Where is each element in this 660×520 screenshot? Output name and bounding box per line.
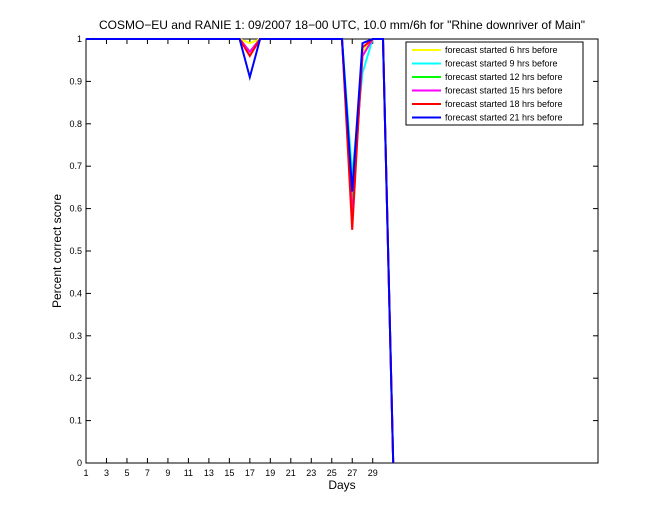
x-tick-label: 27	[347, 468, 357, 478]
legend: forecast started 6 hrs before forecast st…	[405, 41, 584, 126]
x-tick-label: 11	[184, 468, 193, 478]
y-tick-label: 0.4	[69, 288, 82, 298]
x-tick-label: 15	[224, 468, 234, 478]
y-tick-label: 0.6	[69, 204, 82, 214]
chart-title: COSMO−EU and RANIE 1: 09/2007 18−00 UTC,…	[99, 18, 585, 32]
x-tick-label: 1	[83, 468, 88, 478]
x-tick-label: 25	[327, 468, 337, 478]
series-line-6	[86, 38, 395, 464]
legend-entry: forecast started 6 hrs before	[445, 45, 558, 55]
x-axis: 1 3 5 7 9 11 13 15 17 19 21 23 25 27 29	[83, 39, 378, 478]
y-axis-label: Percent correct score	[50, 194, 64, 308]
y-tick-label: 0.7	[69, 161, 82, 171]
x-tick-label: 29	[368, 468, 378, 478]
series-lines	[86, 38, 395, 464]
x-axis-label: Days	[328, 478, 355, 492]
legend-entry: forecast started 15 hrs before	[445, 86, 563, 96]
y-tick-label: 0.9	[69, 76, 82, 86]
y-tick-label: 0.3	[69, 331, 82, 341]
x-tick-label: 17	[245, 468, 255, 478]
x-tick-label: 7	[145, 468, 150, 478]
y-tick-label: 1	[77, 34, 82, 44]
y-tick-label: 0.1	[69, 416, 82, 426]
y-tick-label: 0	[77, 458, 82, 468]
y-tick-label: 0.2	[69, 373, 82, 383]
legend-entry: forecast started 12 hrs before	[445, 72, 563, 82]
legend-box	[405, 41, 584, 126]
y-axis: 0 0.1 0.2 0.3 0.4 0.5 0.6 0.7 0.8 0.9 1	[69, 34, 598, 468]
x-tick-label: 3	[104, 468, 109, 478]
x-tick-label: 9	[165, 468, 170, 478]
x-tick-label: 5	[124, 468, 129, 478]
legend-entry: forecast started 18 hrs before	[445, 99, 563, 109]
x-tick-label: 19	[265, 468, 275, 478]
y-tick-label: 0.5	[69, 246, 82, 256]
x-tick-label: 23	[306, 468, 316, 478]
y-tick-label: 0.8	[69, 119, 82, 129]
legend-entry: forecast started 9 hrs before	[445, 59, 558, 69]
x-tick-label: 13	[204, 468, 214, 478]
legend-entry: forecast started 21 hrs before	[445, 113, 563, 123]
x-tick-label: 21	[286, 468, 296, 478]
